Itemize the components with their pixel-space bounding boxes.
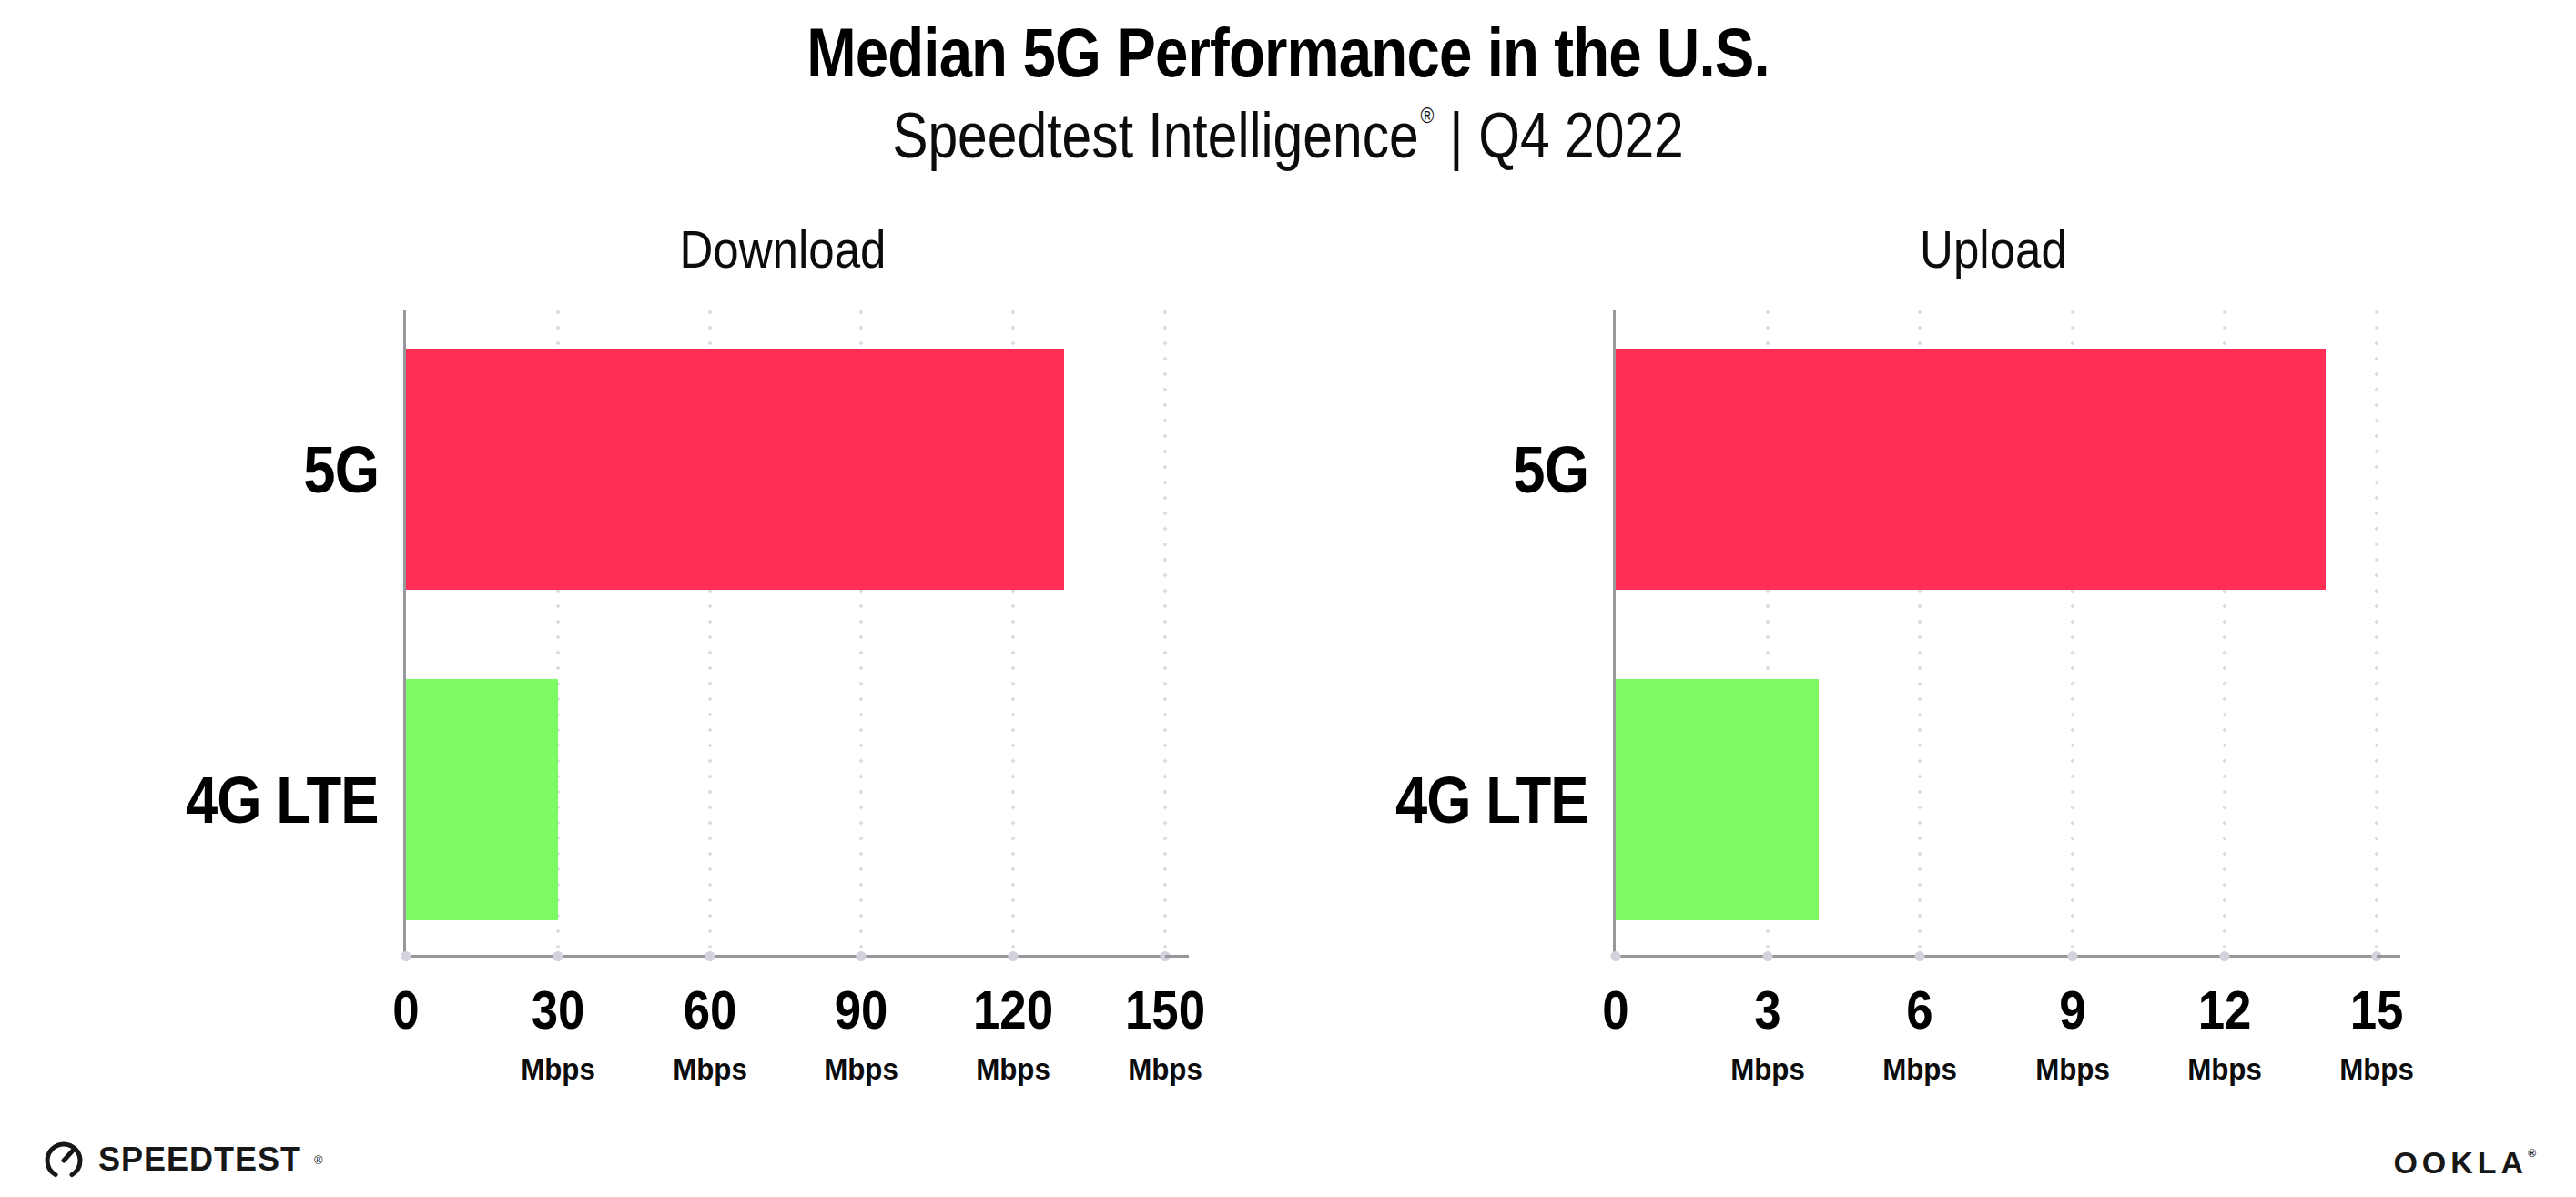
page-title: Median 5G Performance in the U.S. <box>180 13 2396 92</box>
x-tick-label: 60 <box>683 979 736 1041</box>
bar-5g <box>1616 349 2326 590</box>
x-tick-unit-label: Mbps <box>1883 1051 1958 1087</box>
x-tick-label: 0 <box>392 979 419 1041</box>
upload-chart: Upload 03Mbps6Mbps9Mbps12Mbps15Mbps5G4G … <box>1613 218 2374 1129</box>
download-plot-area: 030Mbps60Mbps90Mbps120Mbps150Mbps5G4G LT… <box>403 310 1165 958</box>
category-label-4g-lte: 4G LTE <box>186 763 379 837</box>
speedtest-wordmark: SPEEDTEST <box>98 1141 301 1179</box>
header: Median 5G Performance in the U.S. Speedt… <box>0 13 2576 172</box>
infographic-canvas: Median 5G Performance in the U.S. Speedt… <box>0 0 2576 1197</box>
category-label-5g: 5G <box>1513 432 1588 507</box>
x-tick-label: 12 <box>2197 979 2251 1041</box>
ookla-logo: OOKLA® <box>2393 1145 2536 1181</box>
axis-tick-dot <box>1161 951 1171 961</box>
speedtest-logo: SPEEDTEST ® <box>42 1138 323 1182</box>
axis-tick-dot <box>705 951 715 961</box>
x-tick-unit-label: Mbps <box>1128 1051 1202 1087</box>
subtitle-period: Q4 2022 <box>1478 100 1684 171</box>
axis-tick-dot <box>1763 951 1773 961</box>
x-tick-unit-label: Mbps <box>1730 1051 1805 1087</box>
axis-tick-dot <box>2219 951 2229 961</box>
gridline <box>2375 310 2378 955</box>
x-tick-label: 3 <box>1755 979 1781 1041</box>
registered-trademark-icon: ® <box>1420 103 1434 127</box>
x-tick-label: 9 <box>2059 979 2085 1041</box>
x-tick-unit-label: Mbps <box>825 1051 899 1087</box>
speedtest-gauge-icon <box>42 1138 86 1182</box>
download-chart-title: Download <box>449 218 1117 279</box>
page-subtitle: Speedtest Intelligence® |Q4 2022 <box>206 99 2369 172</box>
x-tick-label: 15 <box>2350 979 2404 1041</box>
bar-4g-lte <box>1616 679 1819 920</box>
x-tick-label: 120 <box>973 979 1053 1041</box>
axis-tick-dot <box>2372 951 2382 961</box>
download-chart: Download 030Mbps60Mbps90Mbps120Mbps150Mb… <box>403 218 1162 1129</box>
upload-chart-title: Upload <box>1658 218 2328 279</box>
axis-tick-dot <box>553 951 563 961</box>
x-tick-label: 90 <box>835 979 888 1041</box>
axis-tick-dot <box>401 951 411 961</box>
upload-plot-area: 03Mbps6Mbps9Mbps12Mbps15Mbps5G4G LTE <box>1613 310 2377 958</box>
x-tick-label: 30 <box>531 979 584 1041</box>
axis-tick-dot <box>1915 951 1925 961</box>
subtitle-separator: | <box>1449 99 1463 172</box>
ookla-wordmark: OOKLA <box>2393 1145 2528 1180</box>
x-tick-label: 0 <box>1602 979 1628 1041</box>
bar-5g <box>406 349 1064 590</box>
x-tick-unit-label: Mbps <box>2339 1051 2414 1087</box>
axis-tick-dot <box>1611 951 1621 961</box>
axis-tick-dot <box>857 951 867 961</box>
x-tick-unit-label: Mbps <box>2187 1051 2262 1087</box>
category-label-4g-lte: 4G LTE <box>1395 763 1588 837</box>
axis-tick-dot <box>2067 951 2077 961</box>
ookla-trademark-icon: ® <box>2528 1147 2536 1160</box>
x-tick-unit-label: Mbps <box>2035 1051 2110 1087</box>
x-tick-label: 150 <box>1125 979 1205 1041</box>
x-tick-unit-label: Mbps <box>976 1051 1050 1087</box>
speedtest-trademark-icon: ® <box>314 1153 323 1167</box>
gridline <box>1163 310 1167 955</box>
x-tick-label: 6 <box>1907 979 1933 1041</box>
category-label-5g: 5G <box>303 432 379 507</box>
x-tick-unit-label: Mbps <box>521 1051 595 1087</box>
axis-tick-dot <box>1009 951 1019 961</box>
x-tick-unit-label: Mbps <box>673 1051 747 1087</box>
bar-4g-lte <box>406 679 558 920</box>
subtitle-brand: Speedtest Intelligence <box>892 100 1419 171</box>
